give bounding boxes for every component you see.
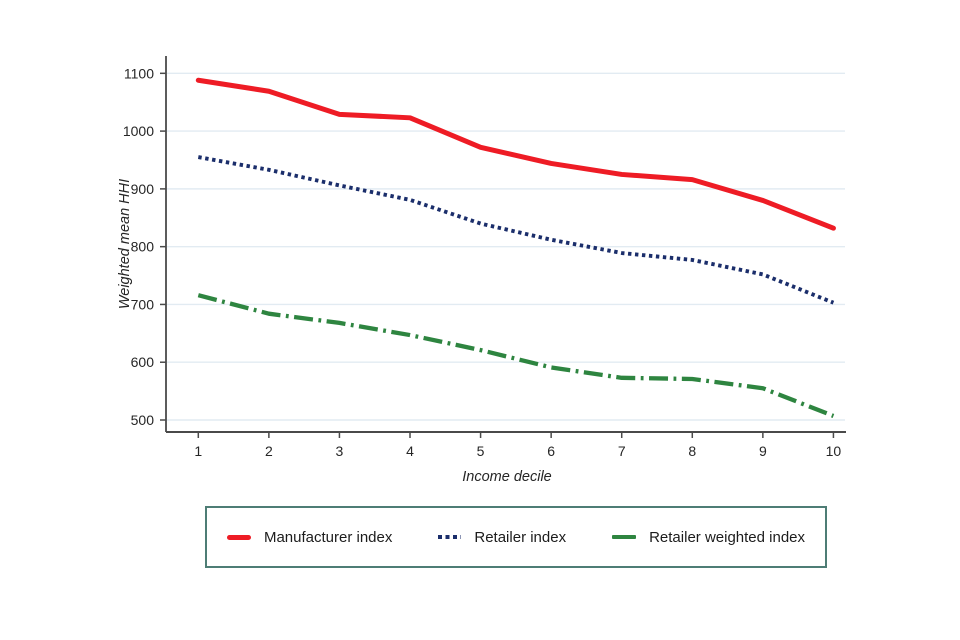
svg-text:10: 10 xyxy=(826,443,842,459)
manufacturer-index-line-swatch xyxy=(226,534,251,540)
svg-text:500: 500 xyxy=(131,412,155,428)
svg-text:900: 900 xyxy=(131,181,155,197)
legend-item-retailer-index: Retailer index xyxy=(438,529,566,546)
svg-text:4: 4 xyxy=(406,443,414,459)
legend-label-retailer-weighted-index: Retailer weighted index xyxy=(649,528,806,546)
svg-text:5: 5 xyxy=(477,443,485,459)
svg-text:600: 600 xyxy=(131,354,155,370)
x-axis-title: Income decile xyxy=(462,469,552,485)
svg-text:2: 2 xyxy=(265,443,273,459)
svg-text:9: 9 xyxy=(759,443,767,459)
retailer-weighted-index-line-swatch xyxy=(612,535,637,539)
svg-text:3: 3 xyxy=(336,443,344,459)
svg-text:1100: 1100 xyxy=(124,65,154,81)
legend-item-manufacturer-index: Manufacturer index xyxy=(226,528,393,546)
svg-text:8: 8 xyxy=(688,443,696,459)
svg-text:1000: 1000 xyxy=(123,123,154,139)
svg-text:6: 6 xyxy=(547,443,555,459)
legend: Manufacturer index Retailer index Retail… xyxy=(205,506,827,568)
svg-text:1: 1 xyxy=(194,443,202,459)
svg-text:700: 700 xyxy=(131,296,155,312)
legend-label-manufacturer-index: Manufacturer index xyxy=(263,528,393,546)
svg-text:7: 7 xyxy=(618,443,626,459)
y-axis-title: Weighted mean HHI xyxy=(117,178,133,310)
legend-label-retailer-index: Retailer index xyxy=(474,528,567,546)
legend-item-retailer-weighted-index: Retailer weighted index xyxy=(612,529,805,546)
svg-text:800: 800 xyxy=(131,239,155,255)
retailer-index-line-swatch xyxy=(438,535,462,539)
